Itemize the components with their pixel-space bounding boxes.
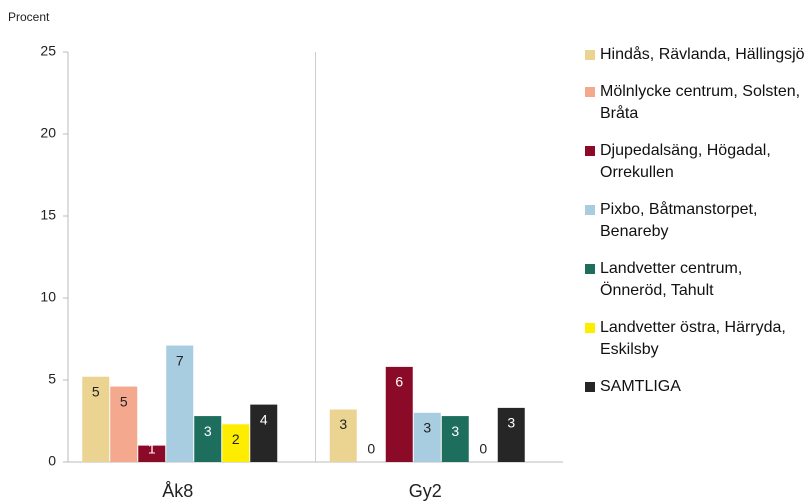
legend: Hindås, Rävlanda, Hällingsjö Mölnlycke ce…: [584, 44, 806, 413]
legend-swatch: [585, 205, 595, 215]
legend-label: Djupedalsäng, Högadal, Orrekullen: [600, 142, 771, 181]
legend-label: Pixbo, Båtmanstorpet, Benareby: [600, 201, 758, 240]
legend-item: SAMTLIGA: [584, 376, 806, 398]
legend-swatch: [585, 50, 595, 60]
legend-label: Landvetter östra, Härryda, Eskilsby: [600, 319, 786, 358]
bar: [110, 386, 138, 462]
x-tick-label: Gy2: [409, 481, 442, 501]
legend-label: Mölnlycke centrum, Solsten, Bråta: [600, 83, 801, 122]
legend-label: Landvetter centrum, Önneröd, Tahult: [600, 260, 743, 299]
bar: [166, 345, 194, 462]
legend-swatch: [585, 264, 595, 274]
bar: [329, 409, 357, 462]
y-axis-label: Procent: [8, 10, 50, 24]
data-label: 0: [367, 441, 375, 457]
y-tick-label: 20: [40, 125, 56, 141]
legend-item: Landvetter centrum, Önneröd, Tahult: [584, 258, 806, 302]
bar: [413, 412, 441, 462]
data-label: 3: [339, 416, 347, 432]
legend-label: Hindås, Rävlanda, Hällingsjö: [600, 46, 805, 63]
data-label: 7: [176, 352, 184, 368]
bar: [138, 445, 166, 462]
legend-item: Djupedalsäng, Högadal, Orrekullen: [584, 140, 806, 184]
data-label: 4: [260, 411, 268, 427]
legend-swatch: [585, 323, 595, 333]
y-tick-label: 10: [40, 289, 56, 305]
data-label: 3: [204, 423, 212, 439]
data-label: 0: [479, 441, 487, 457]
bar: [497, 407, 525, 462]
legend-item: Mölnlycke centrum, Solsten, Bråta: [584, 81, 806, 125]
bar: [194, 416, 222, 462]
data-label: 1: [148, 441, 156, 457]
data-label: 5: [92, 383, 100, 399]
data-label: 6: [395, 374, 403, 390]
legend-item: Hindås, Rävlanda, Hällingsjö: [584, 44, 806, 66]
y-tick-label: 5: [48, 371, 56, 387]
x-tick-label: Åk8: [162, 481, 193, 501]
legend-item: Landvetter östra, Härryda, Eskilsby: [584, 317, 806, 361]
data-label: 3: [451, 423, 459, 439]
y-tick-label: 15: [40, 207, 56, 223]
legend-swatch: [585, 146, 595, 156]
bar: [250, 404, 278, 462]
bar: [82, 376, 110, 462]
legend-swatch: [585, 382, 595, 392]
legend-item: Pixbo, Båtmanstorpet, Benareby: [584, 199, 806, 243]
legend-swatch: [585, 87, 595, 97]
bar: [441, 416, 469, 462]
data-label: 3: [507, 415, 515, 431]
data-label: 2: [232, 431, 240, 447]
bar: [385, 366, 413, 462]
legend-label: SAMTLIGA: [600, 378, 681, 395]
y-tick-label: 25: [40, 43, 56, 59]
y-tick-label: 0: [48, 453, 56, 469]
data-label: 3: [423, 420, 431, 436]
data-label: 5: [120, 393, 128, 409]
bar: [222, 424, 250, 462]
